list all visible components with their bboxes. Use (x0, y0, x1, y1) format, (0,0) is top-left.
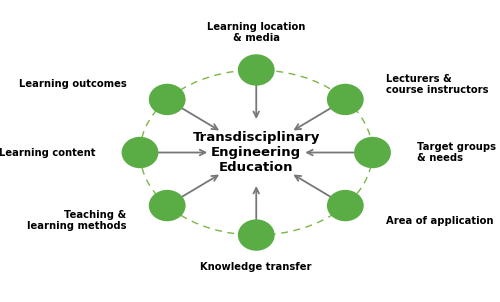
Text: Knowledge transfer: Knowledge transfer (200, 262, 312, 272)
Ellipse shape (354, 137, 391, 168)
Ellipse shape (122, 137, 158, 168)
Ellipse shape (238, 219, 275, 251)
Text: Learning outcomes: Learning outcomes (19, 79, 126, 89)
Text: Area of application: Area of application (386, 216, 494, 226)
Ellipse shape (149, 84, 186, 115)
Ellipse shape (149, 190, 186, 221)
Text: Learning content: Learning content (0, 147, 96, 158)
Text: Target groups
& needs: Target groups & needs (417, 142, 496, 163)
Ellipse shape (327, 190, 364, 221)
Text: Learning location
& media: Learning location & media (207, 22, 306, 43)
Text: Teaching &
learning methods: Teaching & learning methods (27, 210, 126, 232)
Ellipse shape (238, 54, 275, 86)
Ellipse shape (327, 84, 364, 115)
Text: Transdisciplinary
Engineering
Education: Transdisciplinary Engineering Education (192, 131, 320, 174)
Text: Lecturers &
course instructors: Lecturers & course instructors (386, 73, 488, 95)
